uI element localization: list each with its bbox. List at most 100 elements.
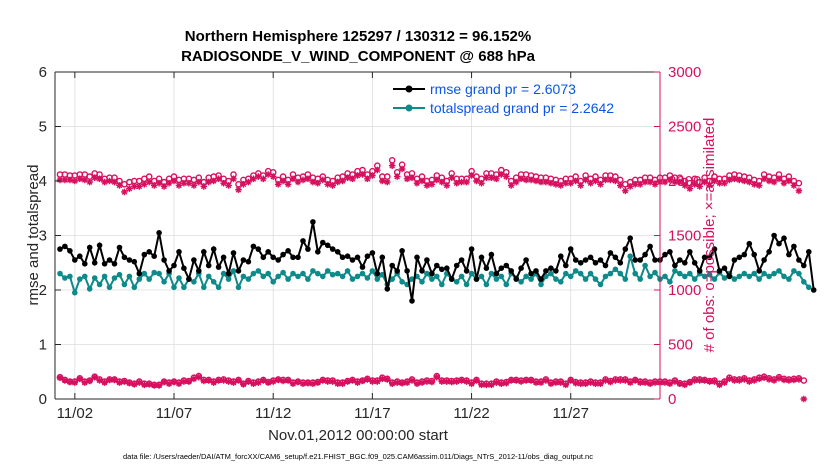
totalspread-point [667,279,673,285]
obs-assimilated-marker [145,178,153,186]
obs-assimilated-marker [403,175,411,183]
totalspread-point [275,273,282,280]
obs-low-assimilated-marker [240,381,247,388]
obs-low-assimilated-marker [155,382,163,389]
obs-low-assimilated-marker [646,380,654,387]
totalspread-point [567,273,574,280]
obs-assimilated-marker [696,183,703,190]
obs-assimilated-marker [765,177,773,185]
rmse-point [295,254,301,261]
rmse-point [320,239,326,246]
obs-low-assimilated-marker [463,378,470,385]
rmse-point [771,232,777,239]
obs-assimilated-marker [160,183,168,190]
rmse-point [493,270,500,277]
rmse-point [647,243,653,250]
obs-assimilated-marker [126,185,133,192]
obs-low-assimilated-marker [106,376,113,384]
obs-low-assimilated-marker [542,377,550,384]
rmse-point [508,268,514,274]
y-right-tick-label: 1000 [668,282,701,299]
rmse-point [106,257,113,263]
rmse-point [498,265,505,272]
rmse-point [439,266,445,273]
rmse-point [587,254,594,261]
obs-low-assimilated-marker [775,375,783,382]
obs-assimilated-marker [785,177,793,185]
obs-low-assimilated-marker [681,381,689,389]
obs-low-assimilated-marker [374,378,381,385]
rmse-point [781,235,787,241]
obs-low-assimilated-marker [507,377,515,384]
obs-assimilated-marker [562,179,570,187]
rmse-point [270,254,277,261]
rmse-point [136,270,143,277]
obs-assimilated-marker [433,176,441,184]
totalspread-point [647,273,653,280]
obs-assimilated-marker [503,173,510,180]
obs-low-assimilated-marker [696,377,703,384]
obs-low-assimilated-marker [721,379,728,386]
obs-low-assimilated-marker [339,380,346,387]
obs-assimilated-marker [488,174,495,181]
totalspread-point [215,284,222,291]
obs-low-assimilated-marker [800,395,808,403]
totalspread-point [62,275,68,281]
rmse-point [186,276,192,282]
obs-low-assimilated-marker [136,379,143,386]
totalspread-point [285,276,291,282]
totalspread-point [210,279,217,285]
obs-assimilated-marker [91,174,98,181]
rmse-point [538,276,544,282]
y-right-tick-label: 2500 [668,119,701,136]
obs-assimilated-marker [622,187,629,195]
totalspread-point [523,273,529,280]
obs-low-assimilated-marker [76,375,84,383]
obs-low-assimilated-marker [562,381,570,389]
x-tick-label: 11/07 [156,405,192,422]
obs-assimilated-marker [220,179,227,187]
totalspread-point [171,284,177,291]
obs-low-assimilated-marker [785,377,793,384]
rmse-point [806,249,812,255]
rmse-point [324,242,331,249]
rmse-point [141,251,148,258]
obs-low-assimilated-marker [478,381,485,389]
obs-assimilated-marker [304,175,312,183]
rmse-point [230,250,237,256]
totalspread-point [548,270,554,277]
rmse-point [389,262,396,269]
obs-low-assimilated-marker [319,377,327,384]
obs-assimilated-marker [617,182,624,189]
obs-low-assimilated-marker [175,380,183,387]
obs-low-assimilated-marker [547,380,555,387]
obs-assimilated-marker [215,175,222,183]
obs-low-assimilated-marker [607,378,614,386]
rmse-point [667,249,673,255]
rmse-point [57,246,63,252]
totalspread-point [349,276,356,282]
obs-low-assimilated-marker [225,378,232,385]
y-right-tick-label: 0 [668,391,676,408]
totalspread-point [136,276,143,282]
totalspread-point [682,273,688,280]
rmse-point [111,261,118,267]
obs-assimilated-marker [775,175,783,183]
obs-assimilated-marker [141,181,148,188]
totalspread-point [131,284,138,291]
rmse-point [434,262,440,269]
obs-assimilated-marker [86,178,93,186]
obs-low-assimilated-marker [636,379,644,386]
totalspread-point [305,276,311,282]
obs-low-assimilated-marker [795,376,803,383]
obs-assimilated-marker [770,178,778,186]
obs-assimilated-marker [641,178,649,186]
obs-low-assimilated-marker [304,379,312,387]
obs-low-assimilated-marker [716,381,723,389]
rmse-point [334,249,341,255]
rmse-point [563,262,569,269]
rmse-point [156,230,162,236]
rmse-point [701,254,708,261]
obs-assimilated-marker [731,175,738,183]
totalspread-point [691,276,698,282]
